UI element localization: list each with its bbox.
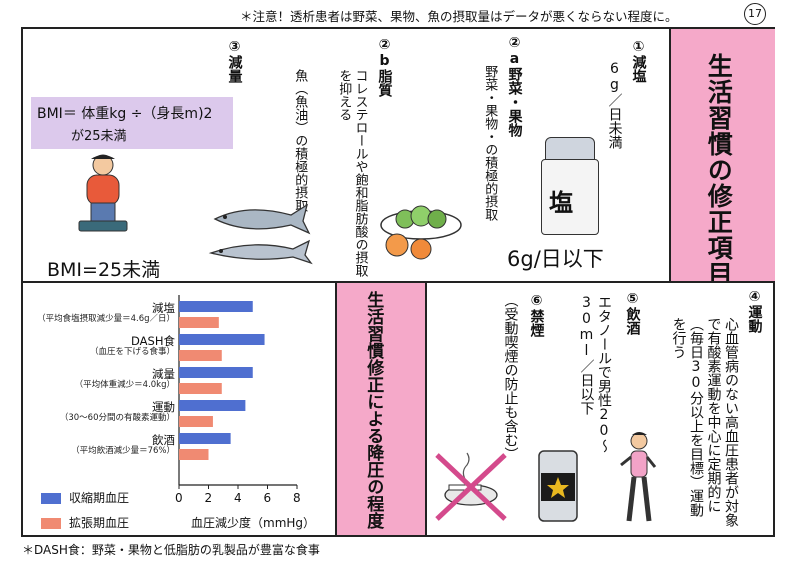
bp-reduction-chart (178, 295, 298, 489)
fish-illustration (208, 203, 313, 265)
bmi-formula-box: BMI＝ 体重kg ÷（身長m)2 が25未満 (31, 97, 233, 149)
chart-legend: 収縮期血圧 拡張期血圧 (41, 489, 129, 531)
chart-category-label: 減量 （平均体重減少＝4.0kg） (11, 368, 175, 390)
salt-heading: ①減塩 (630, 39, 647, 83)
chart-x-tick-label: 2 (204, 491, 213, 505)
top-title: 生活習慣の修正項目 (704, 53, 734, 287)
legend-item-diastolic: 拡張期血圧 (41, 514, 129, 531)
salt-desc: 6g／日未満 (606, 61, 623, 149)
chart-bar-diastolic (179, 449, 209, 460)
exercise-desc: 心血管病のない高血圧患者が対象で有酸素運動を中心に定期的に（毎日30分以上を目標… (670, 317, 740, 527)
bmi-sub: が25未満 (71, 129, 127, 144)
page-number: 17 (744, 3, 766, 25)
smoking-desc: （受動喫煙の防止も含む） (502, 293, 519, 461)
chart-bar-systolic (179, 334, 265, 345)
vegetable-bowl-illustration (380, 205, 462, 260)
beer-can-illustration (538, 450, 578, 522)
bottom-panel: 血圧減少度（mmHg） 収縮期血圧 拡張期血圧 生活習慣修正による降圧の程度 ④… (21, 281, 775, 537)
chart-bar-diastolic (179, 317, 219, 328)
bmi-formula: BMI＝ 体重kg ÷（身長m)2 (37, 106, 213, 122)
chart-bar-systolic (179, 301, 253, 312)
legend-swatch-diastolic (41, 518, 61, 529)
fat-desc-2: 魚（魚油）の積極的摂取 (292, 69, 308, 212)
bottom-title: 生活習慣修正による降圧の程度 (363, 291, 384, 529)
chart-bar-diastolic (179, 350, 222, 361)
fat-desc-1: コレステロールや飽和脂肪酸の摂取を抑える (336, 69, 368, 277)
chart-x-tick-label: 0 (175, 491, 183, 505)
chart-bar-systolic (179, 433, 231, 444)
person-on-scale-illustration (78, 154, 128, 232)
exercise-heading: ④運動 (746, 289, 763, 333)
chart-category-name: DASH食 (131, 334, 175, 348)
chart-bar-systolic (179, 367, 253, 378)
top-panel: 生活習慣の修正項目 ①減塩 6g／日未満 塩 6g/日以下 ②a野菜・果物 野菜… (21, 27, 775, 287)
footer-note: ＊DASH食：野菜・果物と低脂肪の乳製品が豊富な食事 (22, 543, 320, 557)
legend-label-diastolic: 拡張期血圧 (69, 516, 130, 530)
chart-x-tick-label: 4 (234, 491, 242, 505)
bmi-big-text: BMI=25未満 (47, 259, 161, 281)
chart-category-name: 減塩 (152, 301, 175, 315)
chart-category-sub: （平均飲酒減少量＝76%） (71, 445, 175, 456)
weight-heading: ③減量 (226, 39, 243, 83)
page-number-text: 17 (748, 7, 762, 20)
top-title-column: 生活習慣の修正項目 (669, 29, 775, 287)
legend-swatch-systolic (41, 493, 61, 504)
alcohol-heading: ⑤飲酒 (624, 291, 641, 335)
chart-category-label: 減塩 （平均食塩摂取減少量＝4.6g／日） (11, 302, 175, 324)
bottom-title-column: 生活習慣修正による降圧の程度 (335, 283, 427, 535)
smoking-heading: ⑥禁煙 (528, 293, 545, 337)
legend-label-systolic: 収縮期血圧 (69, 491, 130, 505)
alcohol-desc: エタノールで男性20〜30ml／日以下 (578, 295, 613, 453)
salt-jar-illustration: 塩 (541, 137, 599, 235)
header-note: ＊注意！透析患者は野菜、果物、魚の摂取量はデータが悪くならない程度に。 (240, 9, 678, 24)
chart-x-label: 血圧減少度（mmHg） (191, 516, 316, 530)
chart-bar-diastolic (179, 383, 222, 394)
chart-category-name: 飲酒 (152, 433, 175, 447)
chart-category-sub: （平均体重減少＝4.0kg） (74, 379, 175, 390)
veg-desc: 野菜・果物・の積極的摂取 (482, 65, 498, 221)
chart-category-label: 運動 （30〜60分間の有酸素運動） (11, 401, 175, 423)
chart-category-sub: （30〜60分間の有酸素運動） (59, 412, 175, 423)
no-smoking-illustration (435, 452, 507, 521)
chart-category-sub: （平均食塩摂取減少量＝4.6g／日） (37, 313, 175, 324)
legend-item-systolic: 収縮期血圧 (41, 489, 129, 506)
fat-heading: ②b脂質 (376, 37, 393, 97)
chart-bar-diastolic (179, 416, 213, 427)
chart-category-label: DASH食 （血圧を下げる食事） (11, 335, 175, 357)
chart-bar-systolic (179, 400, 246, 411)
chart-category-name: 減量 (152, 367, 175, 381)
salt-jar-label: 塩 (549, 189, 573, 217)
chart-x-tick-label: 6 (263, 491, 272, 505)
salt-big-text: 6g/日以下 (507, 247, 604, 271)
chart-category-name: 運動 (152, 400, 175, 414)
runner-illustration (620, 432, 657, 522)
chart-x-tick-label: 8 (293, 491, 301, 505)
chart-category-sub: （血圧を下げる食事） (89, 346, 175, 357)
veg-heading: ②a野菜・果物 (506, 35, 523, 137)
chart-category-label: 飲酒 （平均飲酒減少量＝76%） (11, 434, 175, 456)
